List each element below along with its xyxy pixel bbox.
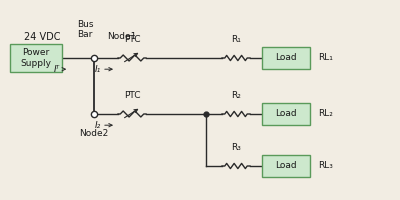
Text: RL₂: RL₂	[318, 110, 333, 118]
Text: PTC: PTC	[124, 91, 140, 100]
Text: I₁: I₁	[95, 65, 101, 74]
Text: Load: Load	[275, 53, 297, 62]
Text: R₂: R₂	[231, 91, 241, 100]
Text: I₂: I₂	[95, 121, 101, 130]
Text: Bus
Bar: Bus Bar	[77, 20, 94, 39]
Text: Load: Load	[275, 162, 297, 170]
FancyBboxPatch shape	[262, 155, 310, 177]
Text: R₃: R₃	[231, 143, 241, 152]
FancyBboxPatch shape	[10, 44, 62, 72]
Text: Node1: Node1	[107, 32, 136, 41]
Text: Iᵀ: Iᵀ	[54, 65, 60, 74]
Text: Node2: Node2	[79, 129, 109, 138]
FancyBboxPatch shape	[262, 47, 310, 69]
Text: PTC: PTC	[124, 35, 140, 44]
Text: Power
Supply: Power Supply	[20, 48, 52, 68]
Text: RL₃: RL₃	[318, 162, 333, 170]
Text: Load: Load	[275, 110, 297, 118]
FancyBboxPatch shape	[262, 103, 310, 125]
Text: R₁: R₁	[231, 35, 241, 44]
Text: RL₁: RL₁	[318, 53, 333, 62]
Text: 24 VDC: 24 VDC	[24, 32, 60, 42]
